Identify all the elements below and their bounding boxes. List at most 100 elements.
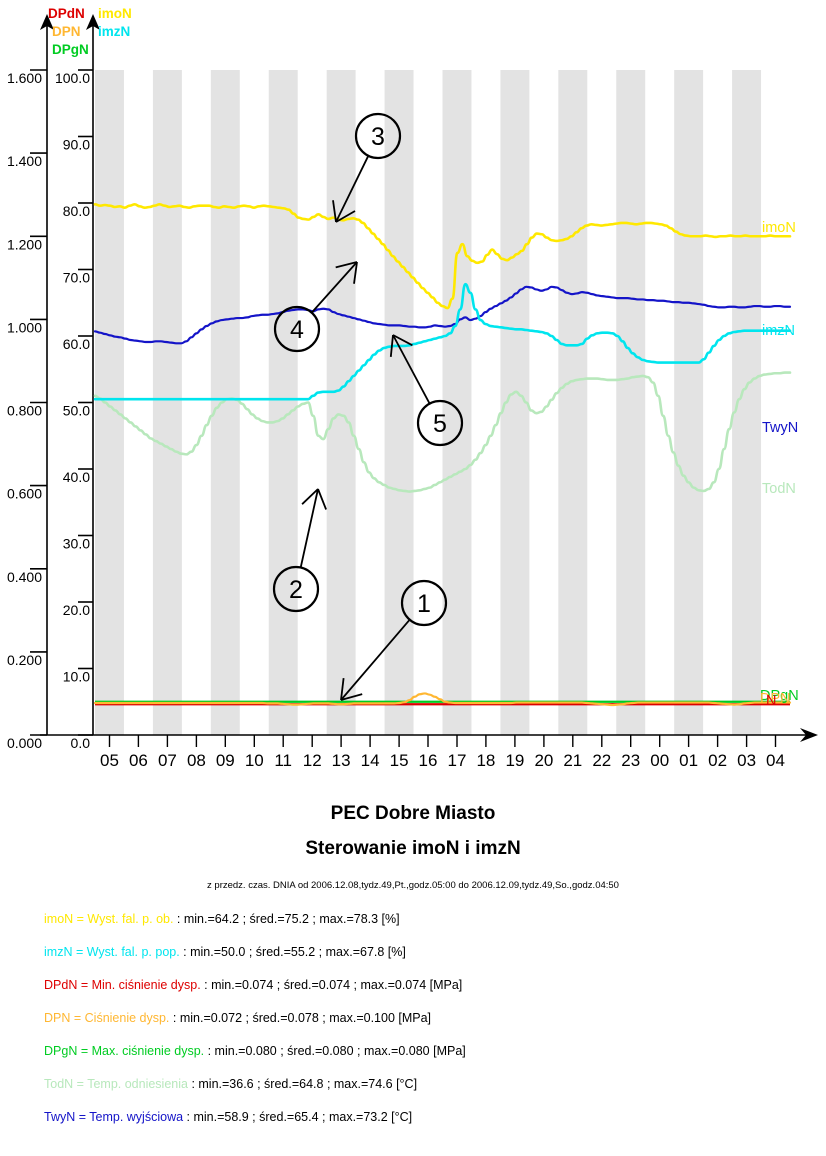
left-tick-label: 1.400: [7, 153, 42, 169]
callout-2: 2: [272, 488, 327, 613]
x-tick-label: 17: [448, 751, 467, 770]
inline-label-imzn: imzN: [762, 323, 795, 339]
left-tick-label: 0.800: [7, 403, 42, 419]
callout-circle: [272, 565, 320, 613]
legend-series-name: DPN = Ciśnienie dysp.: [44, 1011, 170, 1025]
callout-arrow-head: [317, 488, 327, 510]
x-tick-label: 19: [505, 751, 524, 770]
x-tick-label: 01: [679, 751, 698, 770]
left-tick-label: 1.000: [7, 319, 42, 335]
left-tick-label: 0.400: [7, 569, 42, 585]
right-tick-label: 100.0: [55, 70, 90, 86]
right-tick-label: 20.0: [63, 602, 90, 618]
day-band: [616, 70, 646, 735]
callout-circle: [354, 112, 402, 160]
x-tick-label: 22: [592, 751, 611, 770]
callout-number: 3: [371, 123, 385, 151]
right-tick-label: 50.0: [63, 403, 90, 419]
x-axis-ticks: 05 06 07 08 09 10 11 12 13 14 15 16 17 18 19 20 21 22 23 00…: [100, 735, 785, 770]
legend-row-dpdn: DPdN = Min. ciśnienie dysp. : min.=0.074…: [0, 978, 826, 1011]
callout-arrow-head: [353, 261, 358, 284]
legend-row-imzn: imzN = Wyst. fal. p. pop. : min.=50.0 ; …: [0, 945, 826, 978]
x-tick-label: 18: [476, 751, 495, 770]
legend-row-twyn: TwyN = Temp. wyjściowa : min.=58.9 ; śre…: [0, 1110, 826, 1143]
callout-arrow-head: [392, 334, 413, 347]
alternating-day-bands: [95, 70, 762, 735]
day-band: [210, 70, 240, 735]
day-band: [674, 70, 704, 735]
callout-annotations: 1 2 3 4 5: [272, 112, 464, 701]
inline-label-dpn: DPN: [760, 691, 791, 707]
legend-series-stats: : min.=36.6 ; śred.=64.8 ; max.=74.6 [°C…: [187, 1077, 418, 1091]
page-title: PEC Dobre Miasto: [330, 803, 496, 824]
callout-3: 3: [332, 112, 402, 223]
left-tick-label: 1.200: [7, 236, 42, 252]
left-tick-label: 0.000: [7, 735, 42, 751]
x-tick-label: 16: [419, 751, 438, 770]
x-tick-label: 03: [737, 751, 756, 770]
chart-area: 0.000 0.200 0.400 0.600 0.800 1.000 1.200 1.400…: [7, 6, 818, 770]
right-tick-label: 30.0: [63, 536, 90, 552]
x-tick-label: 06: [129, 751, 148, 770]
series-line-dpn: [93, 692, 792, 707]
x-tick-label: 04: [766, 751, 785, 770]
x-tick-label: 14: [361, 751, 380, 770]
x-tick-label: 11: [274, 751, 292, 770]
legend-series-stats: : min.=58.9 ; śred.=65.4 ; max.=73.2 [°C…: [183, 1110, 413, 1124]
legend-series-name: imoN = Wyst. fal. p. ob.: [44, 912, 174, 926]
legend-series-name: imzN = Wyst. fal. p. pop.: [44, 945, 180, 959]
right-tick-label: 90.0: [63, 137, 90, 153]
callout-leader-line: [392, 334, 431, 405]
legend-series-stats: : min.=0.080 ; śred.=0.080 ; max.=0.080 …: [204, 1044, 466, 1058]
axis-key-dpdn: DPdN: [48, 6, 85, 21]
callout-arrow-head: [335, 210, 356, 223]
x-tick-label: 08: [187, 751, 206, 770]
series-line-todn: [93, 371, 792, 493]
callout-leader-line: [311, 261, 358, 314]
x-tick-label: 07: [158, 751, 177, 770]
left-axis-arrow: [40, 14, 54, 30]
callout-arrow-head: [389, 334, 394, 357]
callout-arrow-head: [335, 261, 358, 269]
legend-row-dpn: DPN = Ciśnienie dysp. : min.=0.072 ; śre…: [0, 1011, 826, 1044]
inline-label-imon: imoN: [762, 220, 796, 236]
legend-series-stats: : min.=0.074 ; śred.=0.074 ; max.=0.074 …: [200, 978, 463, 992]
x-tick-label: 13: [332, 751, 351, 770]
callout-1: 1: [340, 579, 448, 701]
day-band: [326, 70, 356, 735]
axis-key-imon: imoN: [98, 6, 132, 21]
right-tick-label: 40.0: [63, 469, 90, 485]
day-band: [152, 70, 182, 735]
legend-series-stats: : min.=64.2 ; śred.=75.2 ; max.=78.3 [%]: [173, 912, 400, 926]
right-tick-label: 10.0: [63, 669, 90, 685]
legend-series-stats: : min.=50.0 ; śred.=55.2 ; max.=67.8 [%]: [179, 945, 406, 959]
day-band: [268, 70, 298, 735]
legend-series-name: TodN = Temp. odniesienia: [44, 1077, 188, 1091]
inline-label-twyn: TwyN: [762, 420, 798, 436]
x-tick-label: 10: [245, 751, 264, 770]
x-tick-label: 15: [390, 751, 409, 770]
x-tick-label: 02: [708, 751, 727, 770]
callout-number: 5: [433, 410, 447, 438]
left-tick-label: 1.600: [7, 70, 42, 86]
x-tick-label: 00: [650, 751, 669, 770]
legend-row-dpgn: DPgN = Max. ciśnienie dysp. : min.=0.080…: [0, 1044, 826, 1077]
legend-row-imon: imoN = Wyst. fal. p. ob. : min.=64.2 ; ś…: [0, 912, 826, 945]
right-tick-label: 70.0: [63, 270, 90, 286]
callout-arrow-head: [340, 693, 363, 701]
x-tick-label: 23: [621, 751, 640, 770]
series-line-twyn: [93, 285, 792, 345]
callout-circle: [273, 305, 321, 353]
axis-key-dpgn: DPgN: [52, 42, 89, 57]
left-tick-label: 0.600: [7, 486, 42, 502]
callout-number: 2: [289, 576, 303, 604]
callout-number: 4: [290, 316, 304, 344]
legend-list: imoN = Wyst. fal. p. ob. : min.=64.2 ; ś…: [0, 912, 826, 1143]
axis-key-imzn: imzN: [98, 24, 131, 39]
day-band: [384, 70, 414, 735]
series-lines: [93, 203, 792, 707]
trend-chart: 0.0000.2000.4000.6000.8001.0001.2001.400…: [7, 14, 818, 770]
right-tick-label: 0.0: [71, 735, 91, 751]
callout-leader-line: [335, 155, 370, 223]
series-line-imon: [93, 203, 792, 310]
